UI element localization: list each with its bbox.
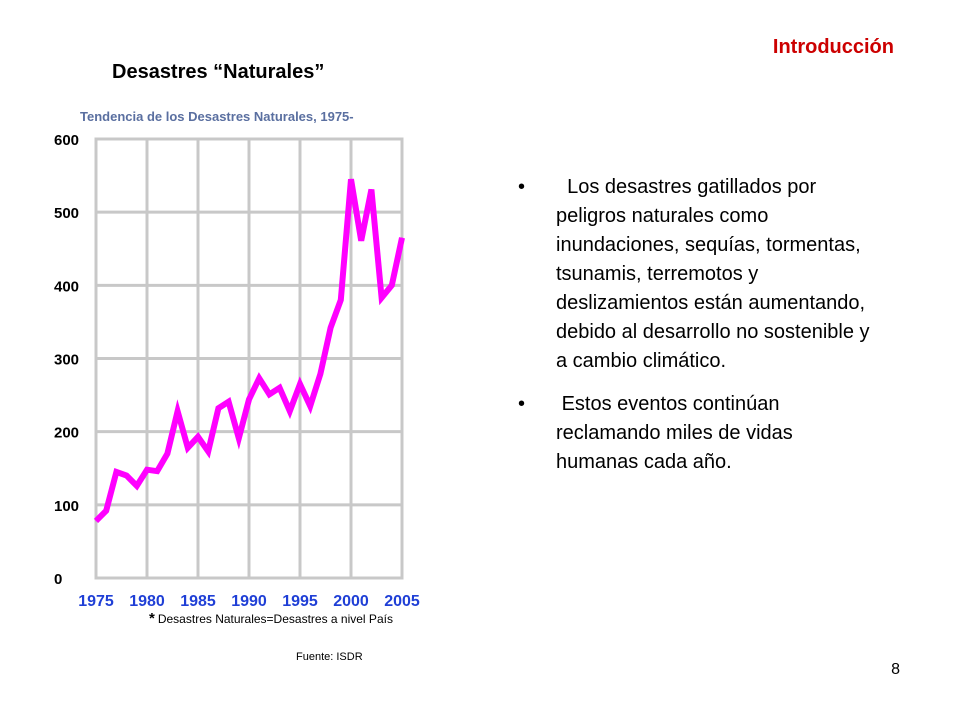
data-point (248, 398, 250, 400)
chart-title: Tendencia de los Desastres Naturales, 19… (80, 109, 354, 124)
data-point (289, 410, 291, 412)
bullet-text: Estos eventos continúan reclamando miles… (556, 393, 799, 473)
data-point (136, 485, 138, 487)
data-point (217, 407, 219, 409)
y-tick-label: 200 (54, 425, 79, 442)
y-tick-label: 100 (54, 498, 79, 515)
data-point (258, 377, 260, 379)
data-point (146, 469, 148, 471)
data-point (207, 450, 209, 452)
data-point (156, 470, 158, 472)
data-point (95, 520, 97, 522)
y-tick-label: 300 (54, 352, 79, 369)
x-tick-label: 1980 (129, 593, 165, 610)
data-point (177, 410, 179, 412)
data-point (279, 387, 281, 389)
footnote-marker: * (149, 610, 155, 627)
section-title: Introducción (772, 36, 894, 58)
data-point (340, 299, 342, 301)
data-point (319, 373, 321, 375)
data-point (197, 436, 199, 438)
data-point (187, 447, 189, 449)
slide-title: Desastres “Naturales” (112, 61, 325, 83)
bullet-text: Los desastres gatillados por peligros na… (556, 176, 876, 372)
data-point (268, 393, 270, 395)
data-point (330, 327, 332, 329)
y-tick-label: 500 (54, 205, 79, 222)
x-tick-label: 1975 (78, 593, 114, 610)
data-point (166, 453, 168, 455)
bullet-marker: • (518, 393, 526, 415)
bullet-item: • Estos eventos continúan reclamando mil… (518, 390, 878, 477)
y-tick-label: 400 (54, 278, 79, 295)
data-point (126, 475, 128, 477)
bullet-item: • Los desastres gatillados por peligros … (518, 173, 878, 376)
bullet-marker: • (518, 176, 526, 198)
data-point (350, 178, 352, 180)
data-point (381, 297, 383, 299)
data-point (105, 510, 107, 512)
chart-footnote: * Desastres Naturales=Desastres a nivel P… (149, 610, 393, 627)
x-tick-label: 1985 (180, 593, 216, 610)
data-point (309, 405, 311, 407)
data-point (299, 383, 301, 385)
x-tick-label: 2000 (333, 593, 369, 610)
chart-source: Fuente: ISDR (296, 651, 363, 663)
data-point (391, 284, 393, 286)
data-point (115, 471, 117, 473)
data-point (370, 188, 372, 190)
page-number: 8 (891, 661, 900, 678)
bullet-list: • Los desastres gatillados por peligros … (518, 173, 878, 477)
data-point (228, 401, 230, 403)
x-tick-label: 1995 (282, 593, 318, 610)
data-point (238, 437, 240, 439)
data-point (360, 240, 362, 242)
y-tick-label: 0 (54, 571, 62, 588)
data-point (401, 237, 403, 239)
footnote-text: Desastres Naturales=Desastres a nivel Pa… (157, 612, 393, 626)
x-tick-label: 2005 (384, 593, 420, 610)
y-tick-label: 600 (54, 132, 79, 149)
x-tick-label: 1990 (231, 593, 267, 610)
